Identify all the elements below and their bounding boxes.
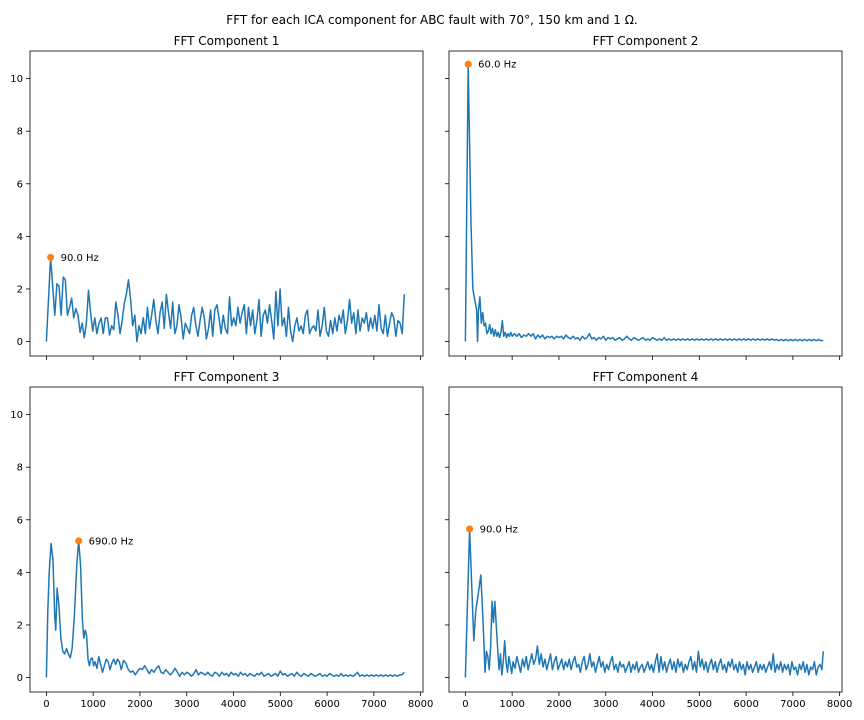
x-tick-label: 7000 — [780, 699, 805, 710]
subplot-2: FFT Component 2 60.0 Hz — [445, 34, 843, 360]
subplot-title: FFT Component 3 — [174, 370, 280, 384]
x-tick-label: 8000 — [827, 699, 852, 710]
x-tick-label: 3000 — [174, 699, 199, 710]
y-tick-label: 0 — [17, 673, 23, 684]
peak-annotation: 90.0 Hz — [61, 253, 99, 264]
y-tick-label: 8 — [17, 127, 23, 138]
x-tick-label: 2000 — [546, 699, 571, 710]
subplot-3: FFT Component 3 0 1000 2000 3000 4000 5000 6000… — [10, 370, 433, 710]
y-tick-label: 0 — [17, 337, 23, 348]
axes-frame — [448, 386, 843, 693]
y-tick-label: 4 — [17, 232, 23, 243]
x-tick-label: 1000 — [499, 699, 524, 710]
peak-marker — [75, 537, 83, 545]
x-tick-label: 4000 — [640, 699, 665, 710]
subplot-4: FFT Component 4 0 1000 2000 3000 4000 5000 6000… — [445, 370, 852, 710]
x-tick-label: 5000 — [268, 699, 293, 710]
series-line — [45, 256, 406, 343]
x-tick-label: 5000 — [687, 699, 712, 710]
peak-marker — [464, 60, 472, 68]
subplot-title: FFT Component 4 — [593, 370, 699, 384]
x-tick-label: 0 — [43, 699, 49, 710]
y-tick-label: 10 — [10, 74, 23, 85]
series-line — [464, 63, 824, 343]
subplot-title: FFT Component 2 — [593, 34, 699, 48]
peak-annotation: 60.0 Hz — [478, 60, 516, 71]
peak-marker — [466, 525, 474, 533]
peak-annotation: 690.0 Hz — [89, 536, 134, 547]
y-tick-label: 4 — [17, 568, 23, 579]
peak-marker — [47, 253, 55, 261]
axes-frame — [448, 50, 843, 357]
series-line — [45, 540, 405, 678]
x-tick-label: 1000 — [80, 699, 105, 710]
series-line — [464, 528, 825, 678]
y-tick-label: 10 — [10, 410, 23, 421]
x-tick-label: 2000 — [127, 699, 152, 710]
y-tick-label: 6 — [17, 515, 23, 526]
subplot-title: FFT Component 1 — [174, 34, 280, 48]
x-tick-label: 6000 — [733, 699, 758, 710]
peak-annotation: 90.0 Hz — [480, 524, 518, 535]
x-tick-label: 0 — [462, 699, 468, 710]
x-tick-label: 8000 — [408, 699, 433, 710]
y-tick-label: 6 — [17, 179, 23, 190]
axes-frame — [29, 386, 424, 693]
x-tick-label: 4000 — [221, 699, 246, 710]
subplot-1: FFT Component 1 0 2 4 6 8 10 90.0 Hz — [10, 34, 424, 360]
figure-suptitle: FFT for each ICA component for ABC fault… — [226, 13, 637, 27]
axes-frame — [29, 50, 424, 357]
x-tick-label: 6000 — [314, 699, 339, 710]
x-tick-label: 3000 — [593, 699, 618, 710]
y-tick-label: 8 — [17, 463, 23, 474]
x-tick-label: 7000 — [361, 699, 386, 710]
y-tick-label: 2 — [17, 620, 23, 631]
y-tick-label: 2 — [17, 284, 23, 295]
